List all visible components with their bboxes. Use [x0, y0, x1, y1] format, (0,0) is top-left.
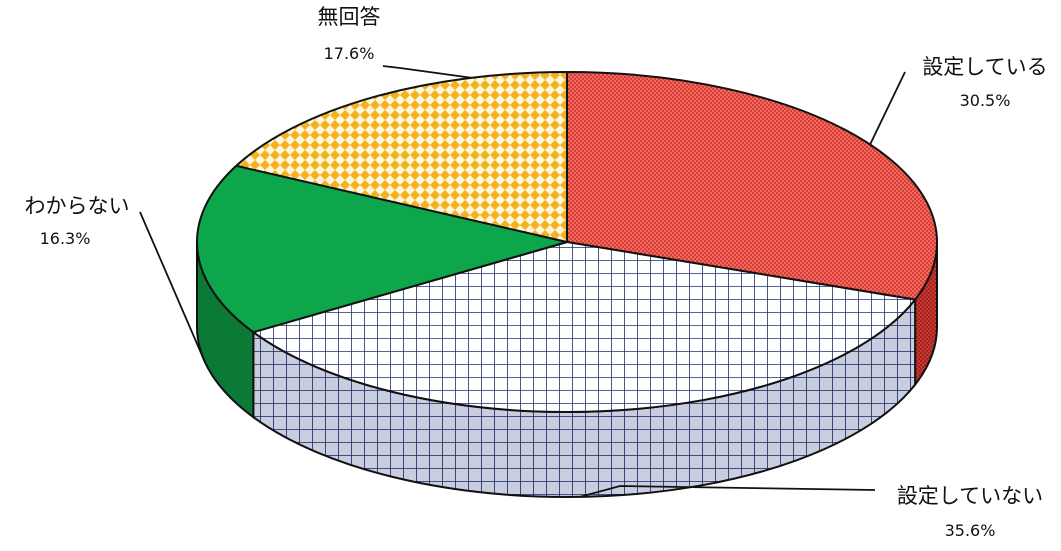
- pie-slice-1: [252, 241, 917, 413]
- leader-lines: [139, 65, 906, 498]
- slice-label-3: 無回答 17.6%: [318, 5, 381, 63]
- slice-value-0: 30.5%: [960, 91, 1011, 110]
- slice-name-1: 設定していない: [897, 484, 1043, 508]
- leader-line-3: [382, 65, 472, 79]
- slice-label-1: 設定していない 35.6%: [897, 484, 1043, 540]
- slice-name-2: わからない: [25, 194, 130, 218]
- slice-value-1: 35.6%: [945, 521, 996, 540]
- slice-value-2: 16.3%: [40, 229, 91, 248]
- slice-label-0: 設定している 30.5%: [922, 55, 1047, 110]
- leader-line-2: [139, 211, 206, 363]
- pie-top-slices: [196, 71, 938, 413]
- slice-name-3: 無回答: [318, 5, 381, 29]
- pie-slice-3: [235, 71, 568, 243]
- pie-slice-2: [196, 164, 568, 334]
- slice-label-2: わからない 16.3%: [25, 194, 130, 248]
- slice-name-0: 設定している: [922, 55, 1047, 79]
- leader-line-0: [869, 71, 906, 145]
- leader-line-1: [579, 485, 876, 498]
- slice-value-3: 17.6%: [324, 44, 375, 63]
